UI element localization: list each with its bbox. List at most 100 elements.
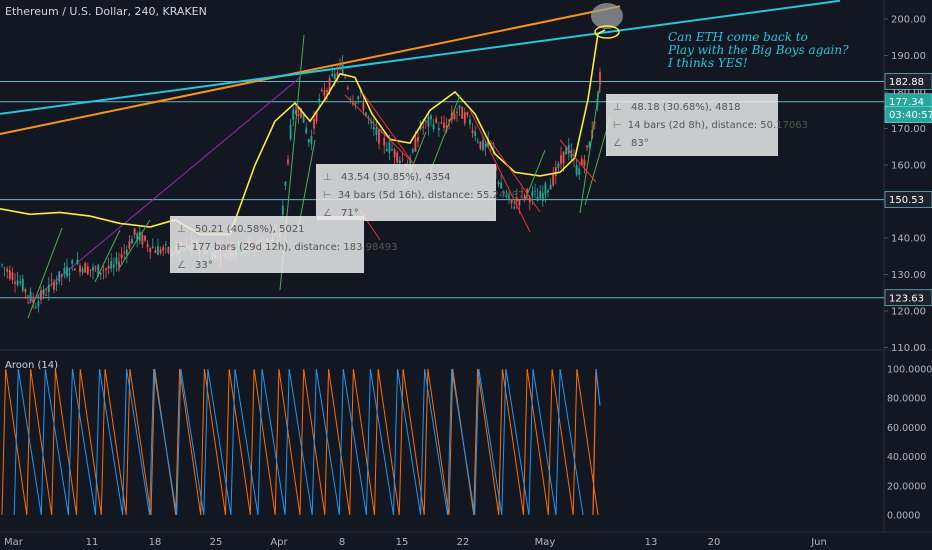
candle-body (557, 163, 560, 168)
annotation-line-2: Play with the Big Boys again? (668, 43, 849, 57)
annotation-line-1: Can ETH come back to (668, 30, 808, 44)
candle-body (305, 128, 308, 134)
price-label-text: 177.34 (889, 97, 924, 108)
candle-body (157, 246, 159, 255)
candle-body (287, 159, 289, 164)
candle-body (289, 124, 292, 139)
candle-body (411, 149, 414, 153)
candle-body (544, 183, 547, 195)
price-range-box-3[interactable]: ⊥ 48.18 (30.68%), 4818 ⊢ 14 bars (2d 8h), … (606, 94, 808, 156)
candle-body (323, 90, 326, 96)
candle-body (146, 243, 149, 248)
price-label-text: 123.63 (889, 293, 924, 304)
candle-body (471, 129, 474, 134)
candle-body (565, 147, 568, 155)
candle-body (476, 141, 479, 143)
price-range-icon: ⊥ (613, 102, 622, 113)
bars-range-icon: ⊢ (323, 190, 332, 201)
candle-body (300, 107, 302, 118)
price-tick-label: 200.00 (891, 15, 926, 26)
candle-body (167, 246, 170, 253)
candle-body (89, 269, 92, 271)
candle-body (383, 138, 386, 146)
candle-body (588, 141, 591, 149)
candle-body (32, 299, 35, 303)
candle-body (71, 260, 74, 264)
candle-body (528, 197, 531, 203)
candle-body (73, 268, 76, 271)
time-tick-label: Jun (810, 537, 827, 548)
candle-body (521, 191, 523, 193)
red-correction-line (559, 139, 597, 183)
price-range-icon: ⊥ (323, 172, 332, 183)
candle-body (541, 192, 544, 201)
price-range-box-1[interactable]: ⊥ 50.21 (40.58%), 5021 ⊢ 177 bars (29d 12h… (170, 216, 397, 273)
aroon-indicator-label[interactable]: Aroon (14) (5, 360, 59, 371)
candle-body (479, 141, 482, 149)
breakout-circle-marker (594, 25, 620, 39)
candle-body (518, 199, 521, 206)
candle-body (531, 191, 534, 197)
time-tick-label: Mar (4, 537, 24, 548)
angle-value: 71° (341, 208, 359, 219)
price-tick-label: 120.00 (891, 307, 926, 318)
red-correction-line (469, 109, 531, 233)
candle-body (326, 90, 328, 93)
candle-body (344, 77, 347, 79)
annotation-line-3: I thinks YES! (668, 56, 748, 70)
candle-body (164, 244, 167, 246)
aroon-tick-label: 100.0000 (887, 365, 932, 376)
red-correction-line (489, 139, 541, 213)
candle-body (16, 280, 19, 286)
candle-body (68, 273, 71, 276)
price-tick-label: 140.00 (891, 234, 926, 245)
candle-body (328, 78, 331, 92)
angle-icon: ∠ (323, 208, 332, 219)
candle-body (102, 270, 105, 272)
candle-body (536, 197, 539, 202)
price-range-value: 43.54 (30.85%), 4354 (341, 172, 451, 183)
annotation-note[interactable]: Can ETH come back to Play with the Big B… (668, 31, 868, 70)
candle-body (66, 266, 68, 277)
target-zone-marker (591, 3, 623, 29)
green-impulse-line (94, 229, 121, 283)
candle-body (458, 105, 461, 109)
candle-body (349, 98, 352, 100)
candle-body (34, 306, 37, 309)
time-tick-label: 18 (149, 537, 162, 548)
time-tick-label: 11 (86, 537, 99, 548)
candle-body (515, 197, 518, 202)
bars-range-icon: ⊢ (613, 120, 622, 131)
aroon-up-line (1, 368, 599, 516)
aroon-tick-label: 60.0000 (887, 423, 926, 434)
candle-body (539, 191, 542, 199)
angle-icon: ∠ (613, 138, 622, 149)
candle-body (131, 238, 133, 244)
angle-icon: ∠ (177, 260, 186, 271)
green-impulse-line (584, 117, 611, 206)
candle-body (318, 99, 321, 103)
candle-body (24, 288, 27, 293)
candle-body (331, 73, 334, 76)
candle-body (40, 290, 42, 300)
green-impulse-line (297, 139, 316, 231)
price-range-box-2[interactable]: ⊥ 43.54 (30.85%), 4354 ⊢ 34 bars (5d 16h),… (316, 164, 524, 221)
bars-range-value: 177 bars (29d 12h), distance: 183.98493 (191, 242, 398, 253)
candle-body (42, 289, 45, 296)
candle-body (562, 151, 565, 164)
candle-body (315, 111, 318, 122)
price-label-text: 182.88 (889, 77, 924, 88)
candle-body (6, 268, 9, 272)
price-label-text: 150.53 (889, 195, 924, 206)
candle-body (427, 117, 430, 127)
candle-body (443, 122, 445, 128)
candle-body (284, 181, 287, 187)
candle-body (341, 64, 344, 76)
angle-value: 83° (631, 138, 649, 149)
candle-body (86, 266, 89, 275)
candle-body (159, 249, 162, 254)
candle-body (21, 278, 24, 291)
candle-body (310, 136, 313, 144)
